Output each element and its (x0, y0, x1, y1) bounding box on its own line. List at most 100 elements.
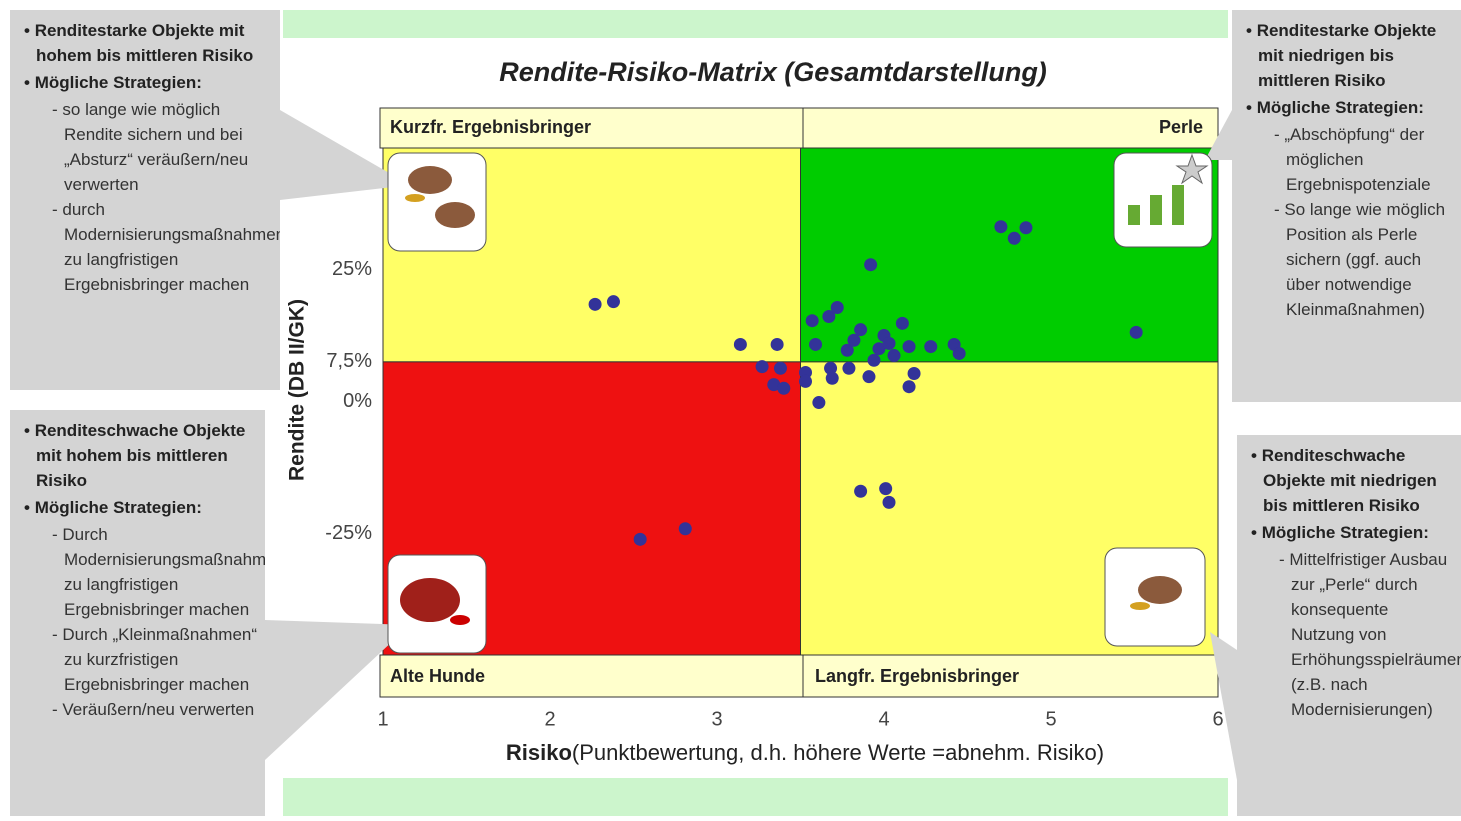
icon-shape (1150, 195, 1162, 225)
point (589, 298, 602, 311)
point (607, 295, 620, 308)
bullet: - (1279, 550, 1289, 569)
bullet: - (52, 200, 62, 219)
callout: • Renditeschwache Objekte mit hohem bis … (10, 410, 265, 816)
point (883, 496, 896, 509)
point (756, 360, 769, 373)
callout-heading: • Renditeschwache Objekte mit niedrigen … (1247, 443, 1455, 518)
callout-heading: • Renditeschwache Objekte mit hohem bis … (20, 418, 259, 493)
x-tick-label: 6 (1212, 708, 1223, 730)
point (1008, 232, 1021, 245)
point (826, 372, 839, 385)
point (879, 482, 892, 495)
callout-item: - Veräußern/neu verwerten (20, 697, 259, 722)
callout-item-text: So lange wie möglich Position als Perle … (1284, 200, 1445, 319)
bullet: - (52, 625, 62, 644)
bullet: • (1246, 98, 1257, 117)
x-axis-label-main: Risiko (506, 740, 572, 765)
x-tick-label: 4 (878, 708, 889, 730)
callout-item-text: Veräußern/neu verwerten (62, 700, 254, 719)
callout-strategy: • Mögliche Strategien: (20, 70, 274, 95)
callout-item: - So lange wie möglich Position als Perl… (1242, 197, 1455, 322)
bullet: • (1246, 21, 1257, 40)
point (831, 301, 844, 314)
x-axis-label-note: (Punktbewertung, d.h. höhere Werte =abne… (572, 740, 1104, 765)
bullet: - (52, 700, 62, 719)
y-tick-label: -25% (325, 522, 372, 544)
bullet: • (1251, 446, 1262, 465)
point (867, 354, 880, 367)
x-tick-label: 1 (377, 708, 388, 730)
icon-shape (400, 578, 460, 622)
callout-strategy-text: Mögliche Strategien: (35, 73, 202, 92)
icon-shape (1138, 576, 1182, 604)
point (896, 317, 909, 330)
icon-shape (450, 615, 470, 625)
point (842, 362, 855, 375)
y-tick-label: 25% (332, 258, 372, 280)
callout-item-text: Mittelfristiger Ausbau zur „Perle“ durch… (1289, 550, 1461, 719)
quadrant-label: Langfr. Ergebnisbringer (815, 666, 1019, 686)
x-tick-label: 5 (1045, 708, 1056, 730)
callout-strategy-text: Mögliche Strategien: (1257, 98, 1424, 117)
bottom-band (283, 778, 1228, 816)
callout-item: - so lange wie möglich Rendite sichern u… (20, 97, 274, 197)
bullet: - (52, 525, 62, 544)
point (854, 485, 867, 498)
callout-heading-text: Renditestarke Objekte mit hohem bis mitt… (35, 21, 254, 65)
bullet: - (1274, 200, 1284, 219)
callout-item-text: so lange wie möglich Rendite sichern und… (62, 100, 248, 194)
bullet: • (1251, 523, 1262, 542)
callout-item-text: Durch Modernisierungsmaßnahmen zu langfr… (62, 525, 265, 619)
callout: • Renditestarke Objekte mit niedrigen bi… (1232, 10, 1461, 402)
icon-shape (408, 166, 452, 194)
point (806, 314, 819, 327)
point (812, 396, 825, 409)
point (903, 380, 916, 393)
quadrant-label: Perle (1159, 117, 1203, 137)
x-axis-label: Risiko(Punktbewertung, d.h. höhere Werte… (506, 740, 1104, 765)
point (864, 258, 877, 271)
y-tick-label: 0% (343, 390, 372, 412)
callout-heading: • Renditestarke Objekte mit niedrigen bi… (1242, 18, 1455, 93)
point (1130, 326, 1143, 339)
point (809, 338, 822, 351)
quadrant-header (380, 655, 1218, 697)
point (924, 340, 937, 353)
point (777, 382, 790, 395)
point (771, 338, 784, 351)
point (634, 533, 647, 546)
icon-shape (405, 194, 425, 202)
y-axis-label: Rendite (DB II/GK) (286, 299, 309, 481)
callout: • Renditestarke Objekte mit hohem bis mi… (10, 10, 280, 390)
bullet: • (24, 498, 35, 517)
chart-title: Rendite-Risiko-Matrix (Gesamtdarstellung… (499, 57, 1047, 87)
bullet: • (24, 73, 35, 92)
callout-item: - Durch „Kleinmaßnahmen“ zu kurzfristige… (20, 622, 259, 697)
point (799, 375, 812, 388)
callout: • Renditeschwache Objekte mit niedrigen … (1237, 435, 1461, 816)
callout-item: - durch Modernisierungsmaßnahmen zu lang… (20, 197, 274, 297)
icon-shape (1172, 185, 1184, 225)
point (679, 522, 692, 535)
callout-heading-text: Renditeschwache Objekte mit hohem bis mi… (35, 421, 246, 490)
point (883, 337, 896, 350)
bullet: - (52, 100, 62, 119)
icon-shape (1130, 602, 1150, 610)
y-tick-label: 7,5% (326, 350, 372, 372)
top-band (283, 10, 1228, 38)
callout-item: - Mittelfristiger Ausbau zur „Perle“ dur… (1247, 547, 1455, 722)
callout-strategy: • Mögliche Strategien: (1247, 520, 1455, 545)
callout-heading: • Renditestarke Objekte mit hohem bis mi… (20, 18, 274, 68)
point (953, 347, 966, 360)
point (903, 340, 916, 353)
point (888, 349, 901, 362)
point (862, 370, 875, 383)
point (1019, 221, 1032, 234)
quadrant-label: Alte Hunde (390, 666, 485, 686)
callout-item: - Durch Modernisierungsmaßnahmen zu lang… (20, 522, 259, 622)
callout-strategy-text: Mögliche Strategien: (35, 498, 202, 517)
point (994, 220, 1007, 233)
callout-heading-text: Renditeschwache Objekte mit niedrigen bi… (1262, 446, 1437, 515)
point (908, 367, 921, 380)
